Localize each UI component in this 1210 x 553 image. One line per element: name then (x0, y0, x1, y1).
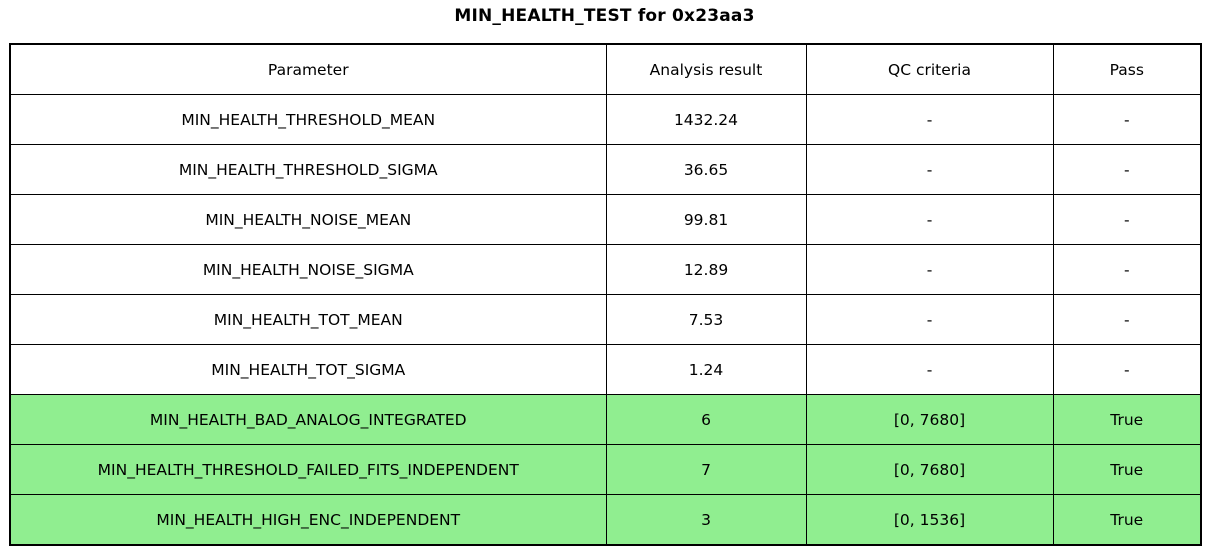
table-row: MIN_HEALTH_HIGH_ENC_INDEPENDENT 3 [0, 15… (9, 494, 1202, 546)
cell-pass: - (1052, 94, 1202, 145)
cell-analysis-result: 6 (605, 394, 807, 445)
table-row: MIN_HEALTH_BAD_ANALOG_INTEGRATED 6 [0, 7… (9, 394, 1202, 445)
cell-pass: - (1052, 344, 1202, 395)
cell-qc-criteria: - (805, 94, 1054, 145)
cell-qc-criteria: - (805, 344, 1054, 395)
cell-qc-criteria: [0, 7680] (805, 444, 1054, 495)
cell-parameter: MIN_HEALTH_NOISE_MEAN (9, 194, 607, 245)
cell-parameter: MIN_HEALTH_TOT_MEAN (9, 294, 607, 345)
cell-qc-criteria: - (805, 244, 1054, 295)
cell-analysis-result: 7.53 (605, 294, 807, 345)
cell-parameter: MIN_HEALTH_BAD_ANALOG_INTEGRATED (9, 394, 607, 445)
cell-analysis-result: 12.89 (605, 244, 807, 295)
cell-analysis-result: 36.65 (605, 144, 807, 195)
cell-qc-criteria: - (805, 144, 1054, 195)
cell-parameter: MIN_HEALTH_THRESHOLD_MEAN (9, 94, 607, 145)
cell-parameter: MIN_HEALTH_HIGH_ENC_INDEPENDENT (9, 494, 607, 546)
column-header-pass: Pass (1052, 43, 1202, 95)
cell-analysis-result: 7 (605, 444, 807, 495)
table-row: MIN_HEALTH_NOISE_SIGMA 12.89 - - (9, 244, 1202, 295)
cell-qc-criteria: - (805, 194, 1054, 245)
table-row: MIN_HEALTH_TOT_SIGMA 1.24 - - (9, 344, 1202, 395)
column-header-analysis-result: Analysis result (605, 43, 807, 95)
table-row: MIN_HEALTH_TOT_MEAN 7.53 - - (9, 294, 1202, 345)
cell-pass: - (1052, 294, 1202, 345)
cell-parameter: MIN_HEALTH_TOT_SIGMA (9, 344, 607, 395)
table-row: MIN_HEALTH_THRESHOLD_FAILED_FITS_INDEPEN… (9, 444, 1202, 495)
cell-analysis-result: 1432.24 (605, 94, 807, 145)
cell-pass: True (1052, 444, 1202, 495)
table-row: MIN_HEALTH_THRESHOLD_SIGMA 36.65 - - (9, 144, 1202, 195)
cell-analysis-result: 1.24 (605, 344, 807, 395)
cell-parameter: MIN_HEALTH_NOISE_SIGMA (9, 244, 607, 295)
cell-analysis-result: 99.81 (605, 194, 807, 245)
table-row: MIN_HEALTH_THRESHOLD_MEAN 1432.24 - - (9, 94, 1202, 145)
page-title: MIN_HEALTH_TEST for 0x23aa3 (454, 6, 755, 26)
cell-qc-criteria: [0, 1536] (805, 494, 1054, 546)
table-row: MIN_HEALTH_NOISE_MEAN 99.81 - - (9, 194, 1202, 245)
cell-pass: - (1052, 244, 1202, 295)
cell-pass: True (1052, 394, 1202, 445)
cell-qc-criteria: - (805, 294, 1054, 345)
qc-results-table: Parameter Analysis result QC criteria Pa… (9, 43, 1202, 546)
header-row: Parameter Analysis result QC criteria Pa… (9, 43, 1202, 95)
cell-pass: - (1052, 144, 1202, 195)
column-header-parameter: Parameter (9, 43, 607, 95)
cell-pass: - (1052, 194, 1202, 245)
cell-parameter: MIN_HEALTH_THRESHOLD_FAILED_FITS_INDEPEN… (9, 444, 607, 495)
column-header-qc-criteria: QC criteria (805, 43, 1054, 95)
cell-analysis-result: 3 (605, 494, 807, 546)
cell-pass: True (1052, 494, 1202, 546)
cell-qc-criteria: [0, 7680] (805, 394, 1054, 445)
cell-parameter: MIN_HEALTH_THRESHOLD_SIGMA (9, 144, 607, 195)
